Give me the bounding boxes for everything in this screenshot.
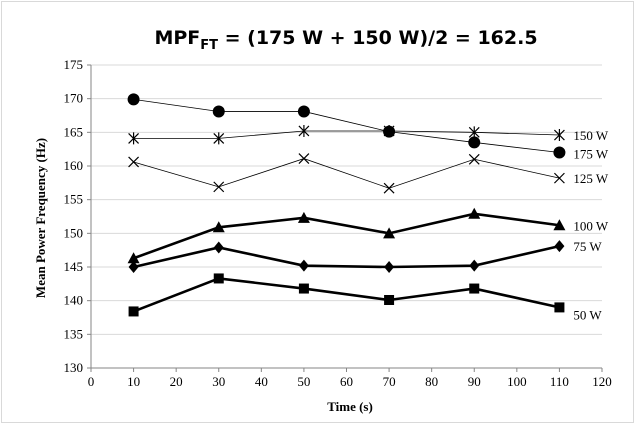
x-tick-label: 0	[88, 374, 95, 389]
series-100w: 100 W	[127, 207, 609, 264]
series-100w-marker	[127, 252, 140, 264]
series-125w-marker	[383, 182, 395, 194]
y-tick-label: 130	[64, 360, 84, 375]
series-75w-label: 75 W	[573, 239, 602, 254]
series-50w-marker	[128, 306, 139, 317]
series-175w-marker	[297, 105, 310, 118]
x-tick-label: 70	[383, 374, 396, 389]
x-tick-label: 80	[425, 374, 438, 389]
series-125w-marker	[468, 153, 480, 165]
series-150w-marker	[128, 132, 140, 145]
series-50w-label: 50 W	[573, 307, 602, 322]
y-tick-label: 175	[64, 57, 84, 72]
series-group: 150 W 175 W 125 W 100 W 75 W 50 W	[127, 93, 609, 322]
series-50w-marker	[384, 294, 395, 305]
y-tick-label: 135	[64, 326, 84, 341]
chart-title-suffix: = (175 W + 150 W)/2 = 162.5	[218, 27, 538, 49]
y-tick-label: 170	[64, 91, 84, 106]
series-125w: 125 W	[128, 153, 609, 194]
series-75w-marker	[298, 259, 309, 272]
y-axis-title: Mean Power Frequency (Hz)	[33, 138, 48, 298]
series-175w-marker	[127, 93, 140, 106]
series-75w-marker	[128, 261, 139, 273]
series-100w-marker	[468, 207, 481, 219]
series-150w-marker	[553, 129, 565, 142]
series-75w: 75 W	[128, 239, 602, 273]
x-tick-label: 10	[127, 374, 140, 389]
series-125w-marker	[213, 181, 225, 193]
series-175w-line	[133, 98, 560, 153]
series-75w-marker	[469, 259, 480, 272]
series-100w-marker	[553, 219, 566, 231]
series-50w-line	[133, 277, 560, 313]
series-150w: 150 W	[128, 124, 609, 145]
chart-title-prefix: MPF	[154, 27, 200, 49]
x-tick-label: 110	[550, 374, 569, 389]
series-100w-marker	[383, 227, 396, 239]
series-50w-marker	[469, 283, 480, 294]
series-150w-line	[133, 130, 560, 139]
series-50w-marker	[213, 273, 224, 284]
x-tick-label: 120	[592, 374, 612, 389]
series-50w-marker	[554, 302, 565, 313]
x-tick-label: 100	[507, 374, 527, 389]
series-125w-marker	[553, 172, 565, 184]
x-tick-label: 30	[212, 374, 225, 389]
x-tick-label: 50	[297, 374, 310, 389]
x-tick-label: 20	[170, 374, 183, 389]
series-175w-marker	[468, 136, 481, 149]
series-125w-marker	[128, 156, 140, 168]
x-tick-label: 60	[340, 374, 353, 389]
series-50w: 50 W	[128, 273, 602, 322]
series-175w: 175 W	[127, 93, 609, 162]
x-axis-title: Time (s)	[327, 399, 373, 414]
series-100w-marker	[212, 221, 225, 233]
series-100w-line	[133, 212, 560, 260]
y-tick-label: 145	[64, 259, 84, 274]
series-150w-marker	[468, 126, 480, 139]
x-tick-label: 90	[468, 374, 481, 389]
series-75w-marker	[213, 241, 224, 254]
gridlines	[91, 64, 602, 335]
series-150w-marker	[298, 124, 310, 137]
x-tick-label: 40	[255, 374, 268, 389]
y-tick-label: 155	[64, 192, 84, 207]
y-tick-label: 150	[64, 225, 84, 240]
y-tick-label: 160	[64, 158, 84, 173]
series-150w-marker	[213, 132, 225, 145]
series-175w-label: 175 W	[573, 147, 609, 162]
chart-title: MPFFT = (175 W + 150 W)/2 = 162.5	[154, 27, 537, 53]
series-50w-marker	[298, 283, 309, 294]
series-100w-marker	[297, 211, 310, 223]
series-175w-marker	[553, 146, 566, 159]
axes: 130 135 140 145 150 155 160 165 170 175 0 10 20 30 40 5…	[64, 57, 612, 389]
y-tick-label: 140	[64, 293, 84, 308]
series-75w-marker	[384, 261, 395, 273]
series-175w-marker	[383, 125, 396, 138]
series-150w-label: 150 W	[573, 128, 609, 143]
series-125w-line	[133, 158, 560, 189]
series-100w-label: 100 W	[573, 218, 609, 233]
series-125w-marker	[298, 153, 310, 165]
series-75w-line	[133, 244, 560, 269]
chart-title-subscript: FT	[200, 38, 218, 53]
series-75w-marker	[554, 240, 565, 253]
series-125w-label: 125 W	[573, 171, 609, 186]
series-175w-marker	[212, 105, 225, 118]
y-tick-label: 165	[64, 124, 84, 139]
